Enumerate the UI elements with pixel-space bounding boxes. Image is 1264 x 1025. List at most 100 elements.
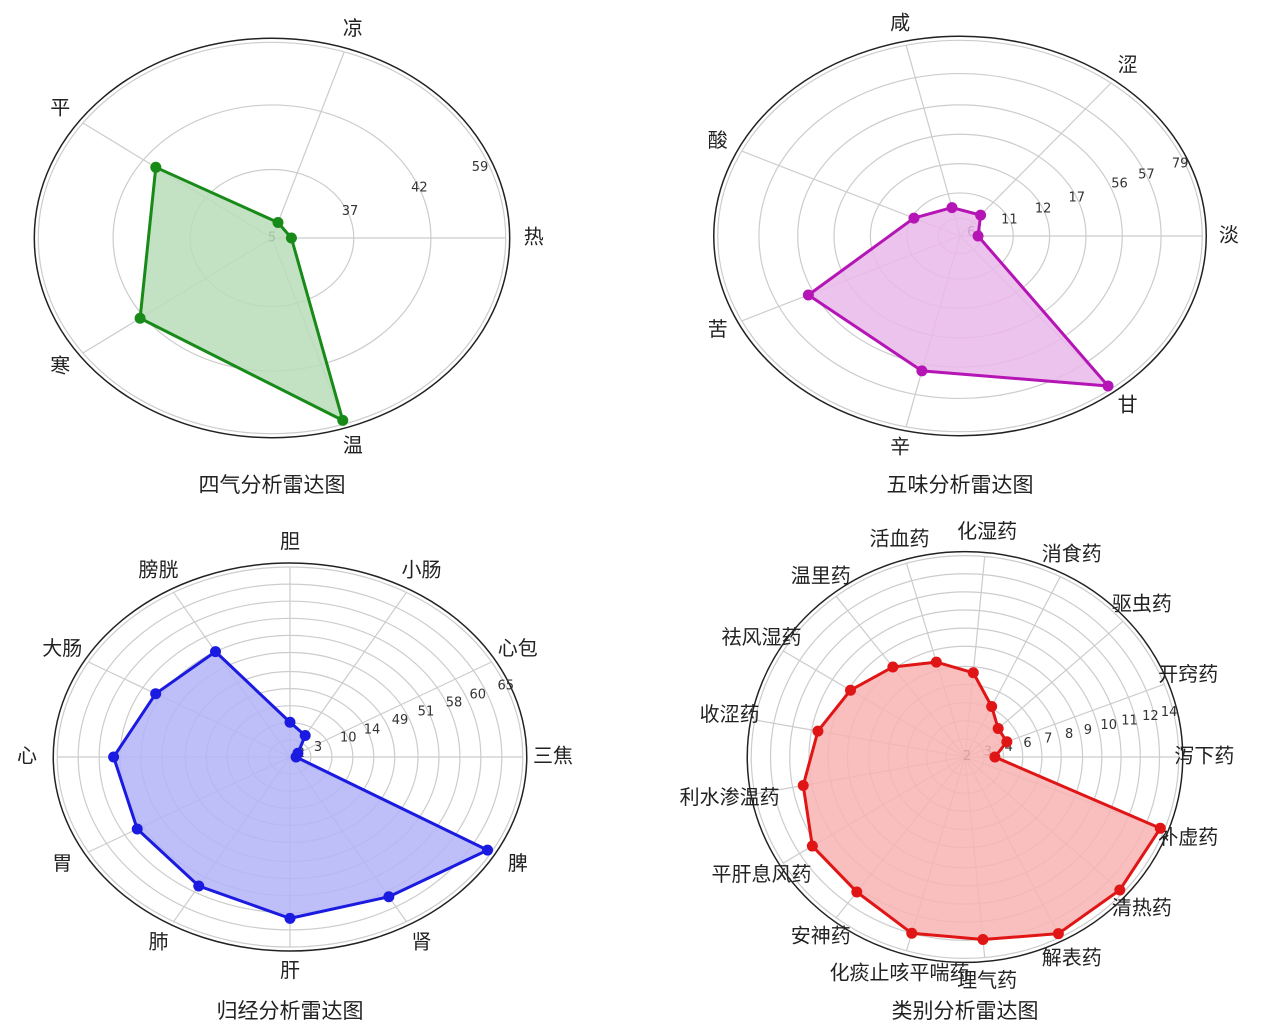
- data-point: [887, 661, 899, 673]
- category-label: 甘: [1118, 392, 1138, 416]
- data-point: [908, 212, 920, 224]
- chart-title: 五味分析雷达图: [887, 473, 1034, 497]
- data-point: [992, 723, 1004, 735]
- data-area: [138, 165, 345, 422]
- radial-tick-label: 56: [1111, 176, 1128, 191]
- radial-tick-label: 8: [1065, 727, 1073, 742]
- category-label: 肾: [412, 929, 432, 953]
- radial-tick-label: 17: [1069, 190, 1086, 205]
- category-label: 理气药: [957, 968, 1017, 992]
- category-label: 苦: [708, 317, 728, 341]
- radar-chart-2: 淡涩咸酸苦辛甘6111217565779五味分析雷达图: [708, 11, 1239, 497]
- category-label: 温里药: [791, 563, 851, 587]
- radial-tick-label: 51: [418, 705, 435, 720]
- data-point: [967, 667, 979, 679]
- radial-tick-label: 10: [340, 730, 357, 745]
- radial-tick-label: 59: [472, 160, 489, 175]
- radial-tick-label: 60: [469, 688, 486, 703]
- data-point: [193, 880, 205, 892]
- category-label: 安神药: [791, 924, 851, 948]
- data-point: [134, 312, 146, 324]
- data-point: [284, 912, 296, 924]
- radial-tick-label: 4: [1005, 740, 1013, 755]
- data-point: [1154, 822, 1166, 834]
- radial-tick-label: 10: [1100, 718, 1117, 733]
- category-label: 小肠: [402, 558, 442, 582]
- category-label: 辛: [890, 434, 910, 458]
- data-point: [975, 209, 987, 221]
- category-label: 涩: [1118, 53, 1138, 77]
- data-point: [284, 716, 296, 728]
- category-label: 化痰止咳平喘药: [829, 960, 969, 984]
- category-label: 肺: [148, 929, 168, 953]
- category-label: 平: [50, 96, 70, 120]
- data-point: [209, 646, 221, 658]
- data-point: [802, 289, 814, 301]
- category-label: 利水渗温药: [680, 785, 780, 809]
- outer-frame: [746, 550, 1184, 964]
- category-label: 驱虫药: [1112, 592, 1172, 616]
- data-point: [1001, 736, 1013, 748]
- radial-tick-label: 12: [1142, 709, 1159, 724]
- data-point: [1052, 928, 1064, 940]
- data-point: [930, 656, 942, 668]
- category-label: 膀胱: [138, 558, 178, 582]
- radial-tick-label: 11: [1121, 714, 1138, 729]
- category-label: 肝: [280, 958, 300, 982]
- data-point: [977, 933, 989, 945]
- category-label: 咸: [890, 11, 910, 35]
- category-label: 祛风湿药: [721, 625, 801, 649]
- radial-tick-label: 11: [1001, 212, 1018, 227]
- data-point: [972, 230, 984, 242]
- radial-tick-label: 37: [342, 204, 359, 219]
- category-label: 解表药: [1042, 945, 1102, 969]
- data-point: [150, 161, 162, 173]
- data-point: [806, 840, 818, 852]
- category-label: 活血药: [869, 527, 929, 551]
- category-label: 三焦: [533, 744, 573, 768]
- chart-title: 归经分析雷达图: [217, 999, 364, 1023]
- category-label: 心: [17, 744, 37, 768]
- radial-tick-label: 57: [1138, 168, 1155, 183]
- radial-tick-label: 14: [1161, 705, 1178, 720]
- data-point: [906, 927, 918, 939]
- radial-tick-label: 58: [446, 695, 463, 710]
- data-point: [812, 725, 824, 737]
- data-area: [806, 206, 1110, 388]
- category-label: 热: [524, 225, 544, 249]
- radial-tick-label: 9: [1084, 723, 1092, 738]
- chart-title: 类别分析雷达图: [892, 999, 1039, 1023]
- radial-tick-label: 49: [392, 713, 409, 728]
- radial-tick-label: 42: [411, 181, 428, 196]
- data-point: [851, 886, 863, 898]
- data-point: [946, 202, 958, 214]
- category-label: 脾: [508, 851, 528, 875]
- data-point: [482, 844, 494, 856]
- category-label: 凉: [343, 16, 363, 40]
- category-label: 补虚药: [1158, 825, 1218, 849]
- category-label: 胆: [280, 529, 300, 553]
- data-point: [989, 751, 1001, 763]
- radar-chart-3: 三焦心包小肠胆膀胱大肠心胃肺肝肾脾2310144951586065归经分析雷达图: [17, 529, 573, 1023]
- category-label: 化湿药: [957, 519, 1017, 543]
- radar-chart-1: 热凉平寒温5374259四气分析雷达图: [33, 16, 544, 497]
- outer-frame: [33, 37, 511, 439]
- category-label: 酸: [708, 128, 728, 152]
- outer-frame: [52, 562, 528, 952]
- category-label: 心包: [498, 636, 538, 660]
- category-label: 清热药: [1112, 895, 1172, 919]
- data-point: [150, 688, 162, 700]
- category-label: 寒: [50, 353, 70, 377]
- category-label: 淡: [1219, 223, 1239, 247]
- spoke: [271, 51, 345, 239]
- radial-tick-label: 14: [364, 722, 381, 737]
- data-point: [131, 823, 143, 835]
- category-label: 温: [343, 433, 363, 457]
- data-point: [292, 747, 304, 759]
- radial-tick-label: 79: [1172, 157, 1189, 172]
- outer-frame: [713, 35, 1207, 437]
- radial-tick-label: 3: [314, 740, 322, 755]
- spoke: [289, 661, 492, 758]
- data-area: [801, 660, 1162, 941]
